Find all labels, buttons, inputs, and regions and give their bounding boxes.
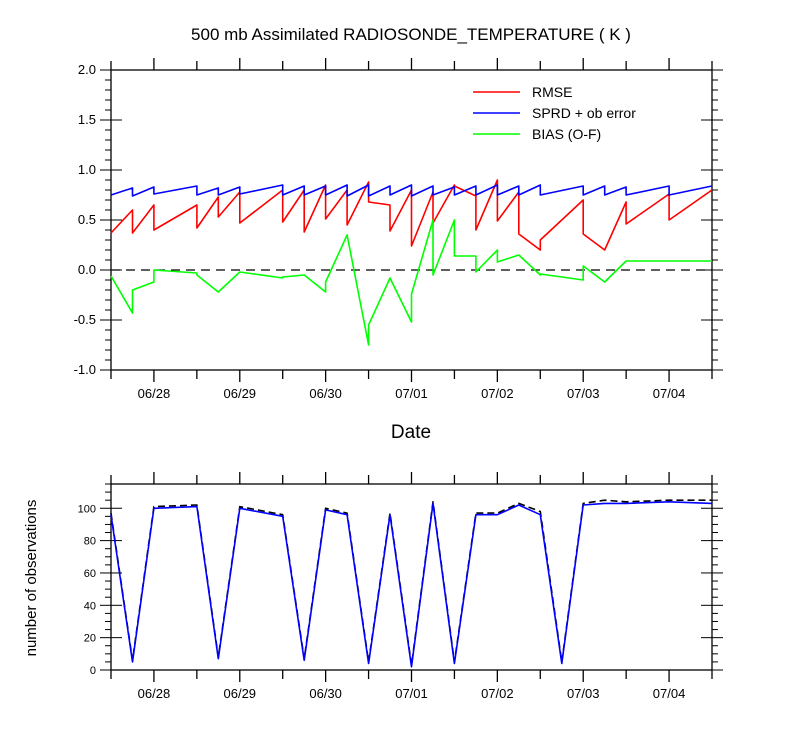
x-tick-label: 07/02 xyxy=(481,386,514,401)
x-tick-label: 07/01 xyxy=(395,686,428,701)
x-tick-label: 06/28 xyxy=(138,686,171,701)
y-tick-label: 1.0 xyxy=(78,162,96,177)
legend-label: BIAS (O-F) xyxy=(532,126,601,142)
bias-rmse-panel: 06/28 06/29 06/30 07/01 07/02 07/03 07/04 -1.0 -… xyxy=(74,58,723,401)
x-tick-label: 07/02 xyxy=(481,686,514,701)
series-line-dashed-0 xyxy=(110,499,712,666)
y-tick-label: 2.0 xyxy=(78,62,96,77)
series-line-rmse xyxy=(110,179,713,251)
x-tick-label: 07/03 xyxy=(567,386,600,401)
observations-panel: 06/28 06/29 06/30 07/01 07/02 07/03 07/04 0 20 40… xyxy=(78,472,723,701)
y-axis-label: number of observations xyxy=(23,500,40,657)
x-tick-label: 06/29 xyxy=(224,686,257,701)
x-tick-label: 07/01 xyxy=(395,386,428,401)
plot-frame xyxy=(110,483,713,671)
y-tick-label: -0.5 xyxy=(74,312,96,327)
y-tick-label: 0 xyxy=(90,665,96,677)
series-line-sprd-ob-error xyxy=(110,184,713,197)
series-line-solid-1 xyxy=(110,500,713,668)
legend-label: RMSE xyxy=(532,84,572,100)
x-axis-label: Date xyxy=(391,422,431,443)
legend-label: SPRD + ob error xyxy=(532,105,636,121)
chart-title: 500 mb Assimilated RADIOSONDE_TEMPERATUR… xyxy=(191,25,631,44)
x-tick-label: 06/30 xyxy=(309,386,342,401)
y-tick-label: 60 xyxy=(84,568,96,580)
x-tick-label: 07/04 xyxy=(653,386,686,401)
series-line-bias-o-f xyxy=(110,219,712,346)
y-tick-label: -1.0 xyxy=(74,362,96,377)
x-tick-label: 06/30 xyxy=(309,686,342,701)
y-tick-label: 20 xyxy=(84,633,96,645)
y-tick-label: 80 xyxy=(84,536,96,548)
x-tick-label: 07/03 xyxy=(567,686,600,701)
x-tick-label: 06/28 xyxy=(138,386,171,401)
y-tick-label: 40 xyxy=(84,600,96,612)
y-tick-label: 0.5 xyxy=(78,212,96,227)
y-tick-label: 1.5 xyxy=(78,112,96,127)
y-tick-label: 100 xyxy=(78,503,96,515)
y-tick-label: 0.0 xyxy=(78,262,96,277)
x-tick-label: 07/04 xyxy=(653,686,686,701)
x-tick-label: 06/29 xyxy=(224,386,257,401)
